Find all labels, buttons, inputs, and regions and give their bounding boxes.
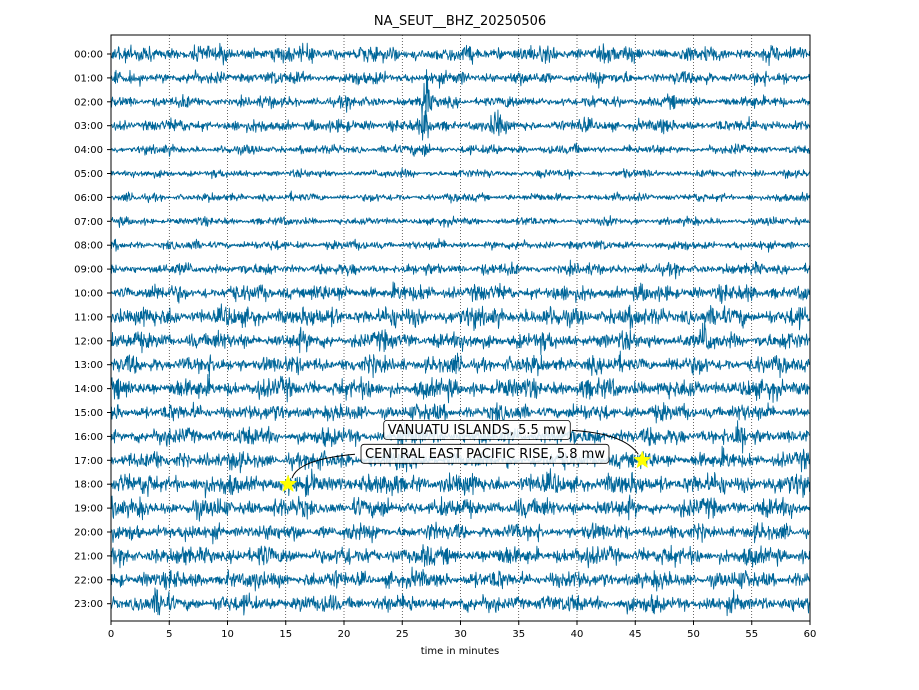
hour-label: 19:00	[74, 504, 103, 515]
hour-label: 20:00	[74, 528, 103, 539]
hour-tick-labels: 00:00 01:00 02:00 03:00 04:00 05:00 06:00 07:00…	[74, 50, 111, 610]
trace-hour-2	[110, 69, 811, 120]
hour-label: 10:00	[74, 289, 103, 300]
hour-label: 06:00	[74, 193, 103, 204]
hour-label: 08:00	[74, 241, 103, 252]
x-tick-label: 5	[166, 629, 172, 640]
trace-hour-12	[110, 320, 811, 356]
hour-label: 14:00	[74, 384, 103, 395]
hour-label: 09:00	[74, 265, 103, 276]
x-tick-label: 0	[108, 629, 114, 640]
hour-label: 12:00	[74, 336, 103, 347]
trace-hour-4	[110, 142, 811, 157]
x-tick-label: 20	[338, 629, 351, 640]
hour-label: 16:00	[74, 432, 103, 443]
hour-label: 03:00	[74, 121, 103, 132]
event-label-1: VANUATU ISLANDS, 5.5 mw	[383, 419, 571, 440]
trace-hour-21	[110, 544, 811, 569]
event-connector-2	[291, 453, 356, 479]
hour-label: 23:00	[74, 599, 103, 610]
event-connector-1	[571, 429, 639, 455]
trace-hour-3	[110, 109, 811, 141]
trace-hour-7	[110, 215, 811, 228]
hour-label: 02:00	[74, 97, 103, 108]
trace-hour-13	[110, 350, 811, 379]
hour-label: 21:00	[74, 551, 103, 562]
hour-label: 15:00	[74, 408, 103, 419]
hour-label: 05:00	[74, 169, 103, 180]
trace-hour-15	[110, 401, 811, 424]
trace-hour-0	[110, 42, 811, 67]
trace-hour-19	[110, 494, 811, 522]
trace-hour-10	[110, 281, 811, 304]
hour-label: 17:00	[74, 456, 103, 467]
event-label-2-box	[360, 443, 610, 464]
event-label-2-text: CENTRAL EAST PACIFIC RISE, 5.8 mw	[365, 447, 605, 462]
hour-label: 22:00	[74, 575, 103, 586]
trace-hour-6	[110, 190, 811, 204]
minute-tick-labels: 0 5 10 15 20 25 30 35 40 45 50 55 60	[108, 621, 817, 640]
hour-label: 00:00	[74, 50, 103, 61]
hour-label: 18:00	[74, 480, 103, 491]
x-tick-label: 10	[221, 629, 234, 640]
trace-hour-23	[110, 587, 811, 617]
x-tick-label: 40	[571, 629, 584, 640]
event-label-1-box	[383, 419, 571, 440]
x-tick-label: 55	[745, 629, 758, 640]
event-label-2: CENTRAL EAST PACIFIC RISE, 5.8 mw	[360, 443, 610, 464]
x-tick-label: 15	[279, 629, 292, 640]
x-tick-label: 50	[687, 629, 700, 640]
trace-hour-22	[110, 566, 811, 592]
hour-label: 11:00	[74, 312, 103, 323]
x-tick-label: 35	[512, 629, 525, 640]
event-marker-1	[633, 450, 652, 469]
x-tick-label: 45	[629, 629, 642, 640]
trace-hour-20	[110, 521, 811, 545]
event-annotations: VANUATU ISLANDS, 5.5 mw CENTRAL EAST PACI…	[278, 419, 652, 493]
hour-label: 04:00	[74, 145, 103, 156]
trace-hour-8	[110, 238, 811, 253]
trace-hour-11	[110, 303, 811, 332]
event-marker-2	[278, 474, 298, 493]
event-label-1-text: VANUATU ISLANDS, 5.5 mw	[388, 423, 567, 438]
trace-hour-18	[110, 468, 811, 499]
hour-label: 01:00	[74, 73, 103, 84]
x-tick-label: 25	[396, 629, 409, 640]
x-tick-label: 60	[804, 629, 817, 640]
trace-hour-14	[110, 373, 811, 404]
trace-hour-9	[110, 259, 811, 280]
trace-hour-5	[110, 167, 811, 180]
x-tick-label: 30	[454, 629, 467, 640]
hour-label: 07:00	[74, 217, 103, 228]
chart-title: NA_SEUT__BHZ_20250506	[374, 14, 546, 29]
hour-label: 13:00	[74, 360, 103, 371]
trace-hour-1	[110, 69, 811, 89]
x-axis-label: time in minutes	[421, 646, 500, 657]
